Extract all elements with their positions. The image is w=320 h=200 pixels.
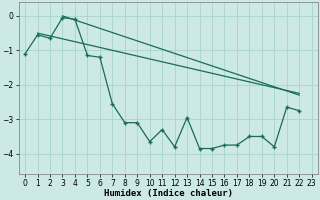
X-axis label: Humidex (Indice chaleur): Humidex (Indice chaleur) <box>104 189 233 198</box>
